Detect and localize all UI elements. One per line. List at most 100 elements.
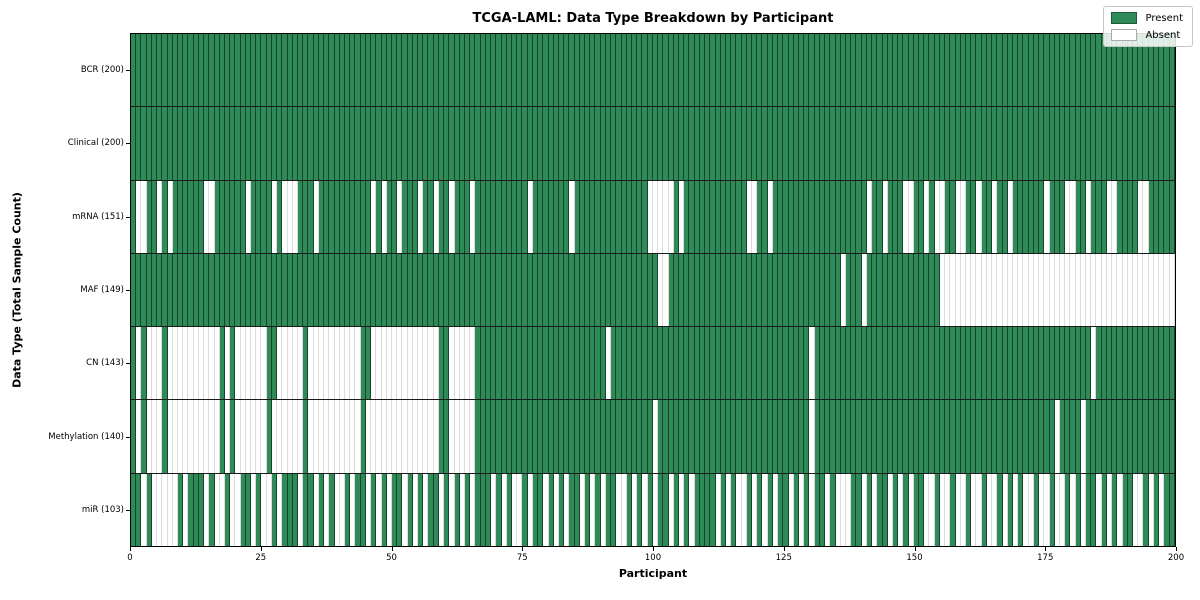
x-tick-mark: [1176, 547, 1177, 551]
heatmap-cell: [1080, 327, 1087, 400]
heatmap-cell: [752, 253, 758, 327]
heatmap-cell: [1049, 107, 1055, 180]
heatmap-cell: [527, 327, 533, 400]
heatmap-cell: [157, 253, 163, 327]
heatmap-cell: [1117, 400, 1123, 473]
heatmap-cell: [590, 327, 596, 400]
heatmap-cell: [376, 400, 382, 473]
heatmap-cell: [1039, 107, 1045, 180]
heatmap-cell: [1143, 107, 1149, 180]
heatmap-cell: [532, 180, 539, 253]
heatmap-cell: [1112, 107, 1118, 180]
heatmap-cell: [141, 327, 147, 400]
legend-entry-absent: Absent: [1111, 29, 1183, 41]
heatmap-cell: [1018, 400, 1024, 473]
heatmap-cell: [308, 400, 314, 473]
heatmap-cell: [600, 34, 606, 107]
heatmap-cell: [579, 34, 586, 107]
heatmap-cell: [506, 400, 512, 473]
y-tick-mark: [126, 436, 130, 438]
heatmap-cell: [892, 34, 899, 107]
heatmap-cell: [558, 400, 565, 473]
heatmap-cell: [814, 327, 820, 400]
heatmap-cell: [543, 400, 549, 473]
heatmap-cell: [1018, 180, 1024, 253]
heatmap-cell: [877, 327, 883, 400]
heatmap-cell: [292, 400, 298, 473]
heatmap-cell: [1138, 180, 1144, 253]
heatmap-cell: [131, 34, 137, 107]
heatmap-cell: [475, 400, 481, 473]
heatmap-cell: [183, 180, 189, 253]
heatmap-cell: [830, 180, 836, 253]
heatmap-cell: [924, 327, 930, 400]
heatmap-cell: [386, 34, 392, 107]
heatmap-cell: [543, 107, 549, 180]
heatmap-cell: [913, 107, 920, 180]
heatmap-cell: [266, 400, 272, 473]
heatmap-cell: [470, 180, 476, 253]
heatmap-cell: [924, 107, 930, 180]
heatmap-cell: [308, 180, 314, 253]
heatmap-cell: [292, 253, 298, 327]
heatmap-cell: [694, 107, 700, 180]
heatmap-cell: [689, 180, 695, 253]
heatmap-cell: [1049, 180, 1055, 253]
heatmap-cell: [428, 327, 434, 400]
heatmap-cell: [778, 473, 784, 546]
heatmap-cell: [136, 180, 142, 253]
x-tick-mark: [522, 547, 524, 551]
heatmap-cell: [1091, 400, 1097, 473]
heatmap-cell: [376, 34, 382, 107]
heatmap-cell: [240, 400, 246, 473]
heatmap-cell: [402, 253, 408, 327]
heatmap-cell: [1096, 180, 1102, 253]
heatmap-cell: [699, 327, 706, 400]
heatmap-cell: [131, 400, 137, 473]
heatmap-cell: [976, 34, 982, 107]
heatmap-cell: [762, 400, 768, 473]
heatmap-cell: [1033, 327, 1040, 400]
heatmap-cell: [731, 253, 737, 327]
heatmap-cell: [804, 253, 810, 327]
heatmap-row-methylation: [131, 400, 1175, 474]
heatmap-cell: [1096, 107, 1102, 180]
heatmap-cell: [731, 473, 737, 546]
heatmap-cell: [658, 180, 664, 253]
heatmap-cell: [146, 473, 152, 546]
heatmap-cell: [334, 327, 340, 400]
heatmap-cell: [924, 34, 930, 107]
heatmap-row-clinical: [131, 107, 1175, 181]
heatmap-cell: [585, 107, 591, 180]
heatmap-cell: [235, 327, 241, 400]
heatmap-cell: [799, 400, 805, 473]
heatmap-cell: [684, 253, 690, 327]
heatmap-cell: [261, 400, 267, 473]
heatmap-cell: [157, 400, 163, 473]
heatmap-cell: [1002, 400, 1008, 473]
heatmap-cell: [371, 180, 377, 253]
y-tick-mark: [126, 143, 130, 145]
heatmap-cell: [391, 253, 398, 327]
heatmap-cell: [1148, 327, 1154, 400]
heatmap-cell: [981, 327, 987, 400]
heatmap-cell: [371, 253, 377, 327]
heatmap-cell: [725, 34, 732, 107]
heatmap-cell: [1122, 107, 1128, 180]
heatmap-cell: [480, 473, 486, 546]
y-tick-mark: [126, 216, 130, 218]
heatmap-cell: [986, 180, 993, 253]
heatmap-cell: [230, 253, 236, 327]
heatmap-cell: [955, 400, 961, 473]
heatmap-cell: [141, 107, 147, 180]
legend-entry-present: Present: [1111, 12, 1183, 24]
heatmap-cell: [725, 180, 732, 253]
heatmap-cell: [919, 400, 925, 473]
heatmap-cell: [783, 34, 789, 107]
heatmap-cell: [454, 107, 460, 180]
heatmap-cell: [1049, 34, 1055, 107]
heatmap-cell: [334, 107, 340, 180]
heatmap-cell: [298, 253, 304, 327]
x-tick-label: 150: [906, 553, 923, 563]
heatmap-cell: [146, 327, 152, 400]
